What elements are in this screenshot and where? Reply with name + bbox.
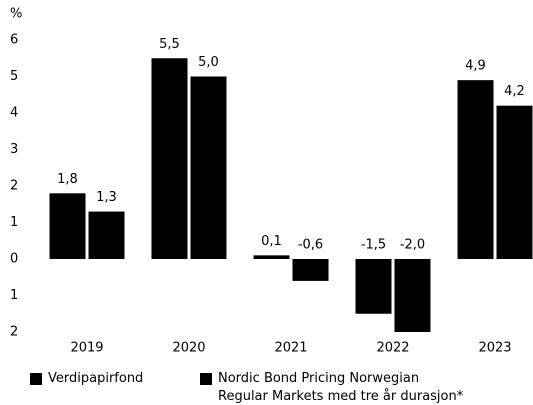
bar [457, 80, 494, 260]
x-tick-label: 2020 [172, 341, 205, 356]
bar [355, 259, 392, 314]
legend-label: Verdipapirfond [48, 371, 144, 386]
bar [253, 255, 290, 259]
y-tick-label: 5 [10, 69, 18, 84]
y-tick-label: 1 [10, 215, 18, 230]
bar [88, 211, 125, 259]
value-label: 1,3 [96, 190, 117, 205]
x-tick-label: 2021 [274, 341, 307, 356]
y-tick-label: 3 [10, 142, 18, 157]
value-label: -1,5 [361, 238, 386, 253]
value-label: 5,0 [198, 55, 219, 70]
bar [49, 193, 86, 259]
x-tick-label: 2022 [376, 341, 409, 356]
value-label: -0,6 [298, 238, 323, 253]
legend-item: Verdipapirfond [30, 370, 180, 388]
y-tick-label: 4 [10, 106, 18, 121]
bar [292, 259, 329, 281]
bar [190, 76, 227, 259]
value-label: 4,2 [504, 84, 525, 99]
x-tick-label: 2023 [478, 341, 511, 356]
legend-item: Nordic Bond Pricing Norwegian Regular Ma… [200, 370, 470, 405]
legend-swatch [200, 373, 212, 385]
value-label: 0,1 [261, 234, 282, 249]
legend-swatch [30, 373, 42, 385]
legend-label: Nordic Bond Pricing Norwegian Regular Ma… [218, 371, 464, 404]
bar [496, 105, 533, 259]
value-label: 1,8 [57, 172, 78, 187]
value-label: 4,9 [465, 59, 486, 74]
x-tick-label: 2019 [70, 341, 103, 356]
y-tick-label: 0 [10, 252, 18, 267]
value-label: -2,0 [400, 238, 425, 253]
y-tick-label: 6 [10, 33, 18, 48]
y-tick-label: 1 [10, 288, 18, 303]
bar [394, 259, 431, 332]
y-tick-label: 2 [10, 325, 18, 340]
bar [151, 58, 188, 259]
value-label: 5,5 [159, 37, 180, 52]
y-axis-label: % [10, 7, 22, 22]
y-tick-label: 2 [10, 179, 18, 194]
